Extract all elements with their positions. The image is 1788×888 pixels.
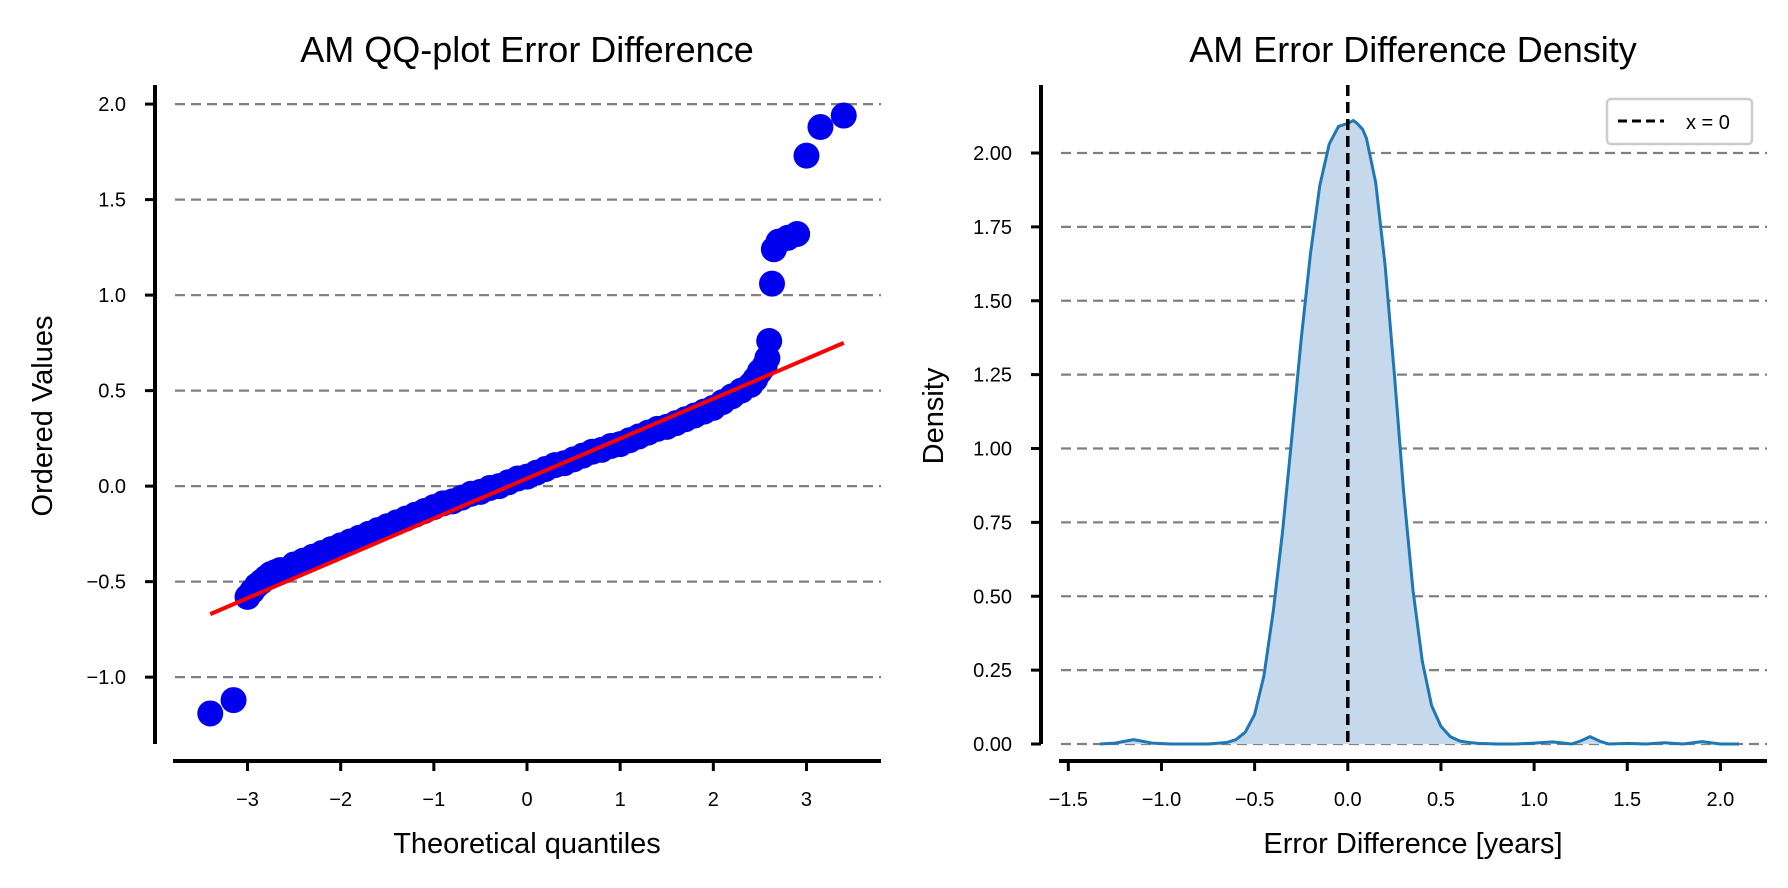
density-title: AM Error Difference Density — [1189, 29, 1636, 70]
density-y-tick-label: 0.00 — [973, 734, 1012, 756]
qq-y-ticks: −1.0 −0.5 0.0 0.5 1.0 1.5 2.0 — [87, 94, 155, 689]
qq-gridlines — [175, 103, 881, 679]
qq-point — [759, 270, 786, 297]
density-x-tick-label: 1.0 — [1520, 789, 1548, 811]
qq-plot-panel: AM QQ-plot Error Difference −1.0 −0.5 0.0 0… — [27, 29, 881, 860]
qq-x-tick-label: 0 — [521, 789, 532, 811]
qq-y-tick-label: 1.0 — [98, 285, 126, 307]
qq-x-tick-label: 2 — [708, 789, 719, 811]
qq-fit-line — [209, 341, 845, 616]
qq-x-tick-label: 3 — [801, 789, 812, 811]
density-curve — [1099, 118, 1740, 746]
density-legend: x = 0 — [1605, 97, 1754, 146]
qq-x-tick-label: −1 — [422, 789, 445, 811]
qq-point — [756, 327, 783, 354]
density-y-axis-label: Density — [918, 367, 950, 464]
density-x-tick-label: 2.0 — [1707, 789, 1735, 811]
density-panel: AM Error Difference Density 0.000.250.50… — [918, 29, 1767, 860]
qq-plot-title: AM QQ-plot Error Difference — [300, 29, 753, 70]
qq-y-tick-label: −1.0 — [87, 667, 126, 689]
density-x-axis-label: Error Difference [years] — [1263, 828, 1562, 860]
qq-y-tick-label: 0.0 — [98, 476, 126, 498]
legend-label: x = 0 — [1686, 112, 1730, 134]
qq-y-axis-label: Ordered Values — [27, 316, 59, 517]
qq-x-tick-label: −3 — [236, 789, 259, 811]
density-y-tick-label: 0.25 — [973, 660, 1012, 682]
density-y-tick-label: 1.50 — [973, 291, 1012, 313]
density-y-tick-label: 1.00 — [973, 439, 1012, 461]
density-y-tick-label: 1.75 — [973, 217, 1012, 239]
density-x-tick-label: 1.5 — [1613, 789, 1641, 811]
qq-point — [220, 687, 247, 714]
density-x-ticks: −1.5 −1.0 −0.5 0.0 0.5 1.0 1.5 2.0 — [1049, 761, 1735, 811]
density-x-tick-label: 0.5 — [1427, 789, 1455, 811]
qq-y-tick-label: −0.5 — [87, 572, 126, 594]
density-y-tick-label: 1.25 — [973, 365, 1012, 387]
density-y-tick-label: 0.75 — [973, 512, 1012, 534]
density-y-ticks: 0.00 0.25 0.50 0.75 1.00 1.25 1.50 1.75 2.00 — [973, 143, 1041, 756]
qq-y-tick-label: 0.5 — [98, 381, 126, 403]
density-x-tick-label: −1.5 — [1049, 789, 1088, 811]
qq-x-axis-label: Theoretical quantiles — [393, 828, 661, 860]
density-x-tick-label: 0.0 — [1334, 789, 1362, 811]
qq-point — [793, 142, 820, 169]
density-x-tick-label: −0.5 — [1235, 789, 1274, 811]
density-data-marks — [1099, 85, 1740, 746]
qq-x-ticks: −3 −2 −1 0 1 2 3 — [236, 761, 812, 811]
legend-frame — [1605, 97, 1754, 146]
qq-point — [197, 700, 224, 727]
qq-x-tick-label: −2 — [329, 789, 352, 811]
density-x-tick-label: −1.0 — [1142, 789, 1181, 811]
qq-point — [807, 114, 834, 141]
qq-x-tick-label: 1 — [615, 789, 626, 811]
qq-point — [784, 220, 811, 247]
density-y-tick-label: 0.50 — [973, 586, 1012, 608]
qq-data-marks — [197, 102, 857, 727]
qq-y-tick-label: 1.5 — [98, 190, 126, 212]
density-y-tick-label: 2.00 — [973, 143, 1012, 165]
qq-y-tick-label: 2.0 — [98, 94, 126, 116]
qq-point — [830, 102, 857, 129]
